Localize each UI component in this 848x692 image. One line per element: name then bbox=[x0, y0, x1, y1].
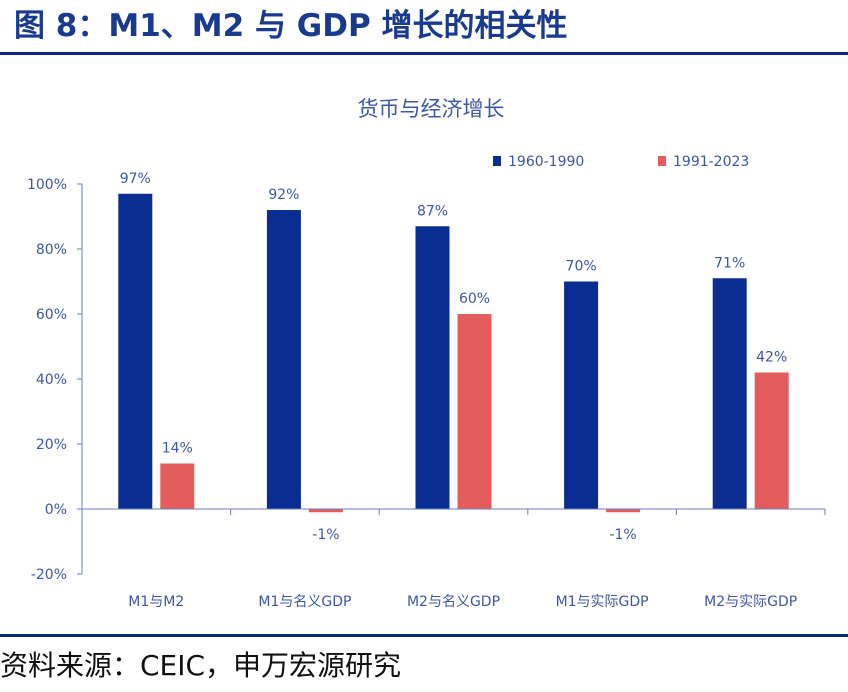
y-tick-label: 20% bbox=[36, 437, 67, 453]
data-label: 42% bbox=[756, 350, 787, 366]
data-label: 60% bbox=[459, 291, 490, 307]
bar-1991-2023 bbox=[606, 509, 641, 513]
figure-title: 图 8：M1、M2 与 GDP 增长的相关性 bbox=[14, 8, 568, 44]
bars bbox=[118, 193, 789, 513]
y-axis: -20% 0% 20% 40% 60% 80% 100% bbox=[27, 177, 83, 583]
data-label: 70% bbox=[566, 259, 597, 275]
x-tick-label: M1与名义GDP bbox=[258, 594, 351, 610]
data-label: 92% bbox=[268, 187, 299, 203]
bar-1991-2023 bbox=[754, 372, 789, 509]
data-labels: 97% 92% 87% 70% 71% 14% -1% 60% -1% 42% bbox=[120, 171, 788, 543]
bar-1960-1990 bbox=[118, 193, 153, 509]
bar-1960-1990 bbox=[564, 281, 599, 509]
source-note: 资料来源：CEIC，申万宏源研究 bbox=[0, 649, 402, 682]
bar-1991-2023 bbox=[160, 463, 195, 509]
x-tick-label: M1与M2 bbox=[128, 594, 184, 610]
x-tick-label: M2与实际GDP bbox=[704, 594, 797, 610]
y-tick-label: 80% bbox=[36, 242, 67, 258]
chart-legend: 1960-1990 1991-2023 bbox=[493, 154, 749, 170]
y-tick-label: -20% bbox=[31, 567, 67, 583]
data-label: 71% bbox=[714, 255, 745, 271]
data-label: 87% bbox=[417, 203, 448, 219]
data-label: 97% bbox=[120, 171, 151, 187]
data-label: -1% bbox=[312, 527, 339, 543]
legend-label: 1960-1990 bbox=[508, 154, 584, 170]
y-tick-label: 100% bbox=[27, 177, 67, 193]
x-axis: M1与M2 M1与名义GDP M2与名义GDP M1与实际GDP M2与实际GDP bbox=[81, 508, 826, 610]
bar-1991-2023 bbox=[457, 314, 492, 509]
legend-label: 1991-2023 bbox=[673, 154, 749, 170]
y-tick-label: 60% bbox=[36, 307, 67, 323]
x-tick-label: M2与名义GDP bbox=[407, 594, 500, 610]
bar-chart: 货币与经济增长 1960-1990 1991-2023 -20% 0% 20% 40% 6… bbox=[27, 97, 826, 610]
legend-swatch bbox=[493, 156, 501, 166]
source-divider bbox=[0, 634, 848, 637]
bar-1960-1990 bbox=[415, 226, 450, 509]
chart-title: 货币与经济增长 bbox=[358, 97, 505, 121]
x-tick-label: M1与实际GDP bbox=[556, 594, 649, 610]
bar-1960-1990 bbox=[266, 210, 301, 509]
data-label: 14% bbox=[162, 441, 193, 457]
bar-1960-1990 bbox=[712, 278, 747, 509]
y-tick-label: 40% bbox=[36, 372, 67, 388]
data-label: -1% bbox=[609, 527, 636, 543]
y-tick-label: 0% bbox=[45, 502, 67, 518]
legend-swatch bbox=[658, 156, 666, 166]
bar-1991-2023 bbox=[308, 509, 343, 513]
title-divider bbox=[0, 52, 848, 55]
